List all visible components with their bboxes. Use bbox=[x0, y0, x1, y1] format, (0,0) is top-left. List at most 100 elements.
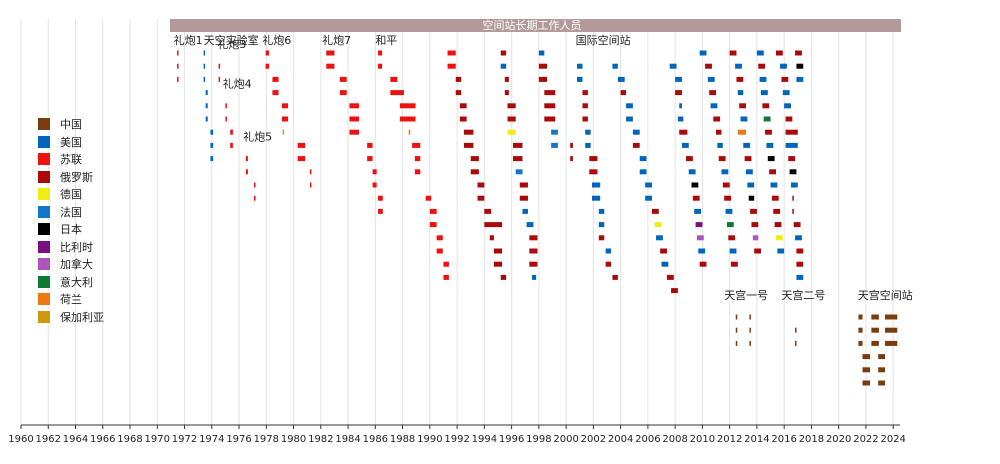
crew-bar bbox=[729, 50, 737, 56]
x-tick-label: 1970 bbox=[145, 434, 170, 445]
crew-bar bbox=[862, 380, 871, 386]
crew-bar bbox=[885, 340, 898, 346]
legend-label: 加拿大 bbox=[60, 258, 93, 271]
station-label: 和平 bbox=[375, 34, 397, 47]
crew-bar bbox=[632, 129, 640, 135]
legend-item: 荷兰 bbox=[38, 292, 82, 306]
crew-bar bbox=[309, 182, 312, 188]
crew-bar bbox=[577, 76, 583, 82]
crew-bar bbox=[477, 195, 485, 201]
crew-bar bbox=[728, 235, 736, 241]
crew-bar bbox=[443, 274, 449, 280]
station-label: 礼炮6 bbox=[262, 33, 291, 47]
crew-bar bbox=[390, 90, 404, 96]
x-tick-label: 1972 bbox=[172, 434, 197, 445]
legend-item: 德国 bbox=[38, 187, 82, 201]
crew-bar bbox=[538, 76, 548, 82]
crew-bar bbox=[326, 50, 335, 56]
x-tick-label: 1976 bbox=[226, 434, 251, 445]
crew-bar bbox=[245, 169, 248, 175]
crew-bar bbox=[378, 50, 383, 56]
crew-bar bbox=[885, 314, 898, 320]
crew-bar bbox=[666, 274, 674, 280]
crew-bar bbox=[443, 261, 449, 267]
crew-bar bbox=[522, 208, 528, 214]
crew-bar bbox=[493, 248, 503, 254]
station-label: 礼炮5 bbox=[243, 129, 272, 143]
legend-label: 荷兰 bbox=[60, 293, 82, 306]
station-label: 礼炮7 bbox=[322, 33, 351, 47]
crew-bar bbox=[626, 116, 633, 122]
crew-bar bbox=[297, 156, 306, 162]
crew-bar bbox=[429, 222, 437, 228]
crew-bar bbox=[598, 235, 605, 241]
crew-bar bbox=[395, 76, 398, 82]
crew-bar bbox=[592, 182, 601, 188]
legend-item: 保加利亚 bbox=[38, 310, 104, 324]
x-tick-label: 2024 bbox=[880, 434, 905, 445]
crew-bar bbox=[694, 208, 702, 214]
crew-bar bbox=[626, 103, 633, 109]
crew-bar bbox=[512, 156, 523, 162]
crew-bar bbox=[551, 142, 558, 148]
x-tick-label: 1990 bbox=[417, 434, 442, 445]
crew-bar bbox=[529, 248, 538, 254]
crew-bar bbox=[504, 76, 509, 82]
crew-bar bbox=[656, 235, 663, 241]
crew-bar bbox=[493, 261, 503, 267]
crew-bar bbox=[414, 169, 421, 175]
crew-bar bbox=[459, 116, 467, 122]
legend-swatch bbox=[38, 118, 50, 130]
crew-bar bbox=[686, 156, 693, 162]
crew-bar bbox=[862, 354, 871, 360]
title-band bbox=[170, 19, 901, 32]
crew-bar bbox=[769, 169, 776, 175]
crew-bar bbox=[582, 116, 588, 122]
crew-bar bbox=[695, 222, 703, 228]
crew-bar bbox=[507, 116, 516, 122]
crew-bar bbox=[526, 222, 534, 228]
crew-bar bbox=[748, 195, 755, 201]
crew-bar bbox=[782, 90, 790, 96]
legend-item: 苏联 bbox=[38, 152, 82, 166]
crew-bar bbox=[489, 235, 494, 241]
crew-bar bbox=[210, 129, 214, 135]
x-tick-label: 2016 bbox=[771, 434, 796, 445]
crew-bar bbox=[582, 103, 588, 109]
legend-label: 法国 bbox=[60, 205, 82, 219]
legend-swatch bbox=[38, 293, 50, 305]
x-tick-label: 1984 bbox=[335, 434, 360, 445]
crew-bar bbox=[790, 182, 798, 188]
crew-bar bbox=[225, 103, 227, 109]
crew-bar bbox=[203, 76, 206, 82]
crew-bar bbox=[605, 261, 612, 267]
crew-bar bbox=[339, 76, 347, 82]
crew-bar bbox=[399, 116, 416, 122]
crew-bar bbox=[780, 63, 787, 69]
crew-bar bbox=[210, 156, 214, 162]
crew-bar bbox=[551, 129, 558, 135]
crew-bar bbox=[737, 90, 744, 96]
crew-bar bbox=[871, 314, 879, 320]
crew-bar bbox=[773, 208, 781, 214]
legend-swatch bbox=[38, 240, 50, 253]
crew-bar bbox=[429, 208, 437, 214]
crew-bar bbox=[765, 129, 772, 135]
crew-bar bbox=[598, 222, 605, 228]
crew-bar bbox=[721, 169, 729, 175]
crew-bar bbox=[726, 222, 734, 228]
x-tick-label: 1992 bbox=[444, 434, 469, 445]
x-tick-label: 2010 bbox=[690, 434, 715, 445]
crew-bar bbox=[796, 261, 804, 267]
crew-bar bbox=[677, 116, 684, 122]
crew-bar bbox=[775, 50, 783, 56]
station-label: 礼炮3 bbox=[217, 37, 246, 51]
crew-bar bbox=[577, 63, 583, 69]
crew-bar bbox=[785, 129, 798, 135]
crew-bar bbox=[570, 156, 573, 162]
crew-bar bbox=[639, 156, 647, 162]
station-label: 礼炮1 bbox=[174, 33, 203, 47]
crew-bar bbox=[425, 195, 432, 201]
legend-swatch bbox=[38, 205, 50, 218]
legend-label: 苏联 bbox=[60, 153, 82, 166]
